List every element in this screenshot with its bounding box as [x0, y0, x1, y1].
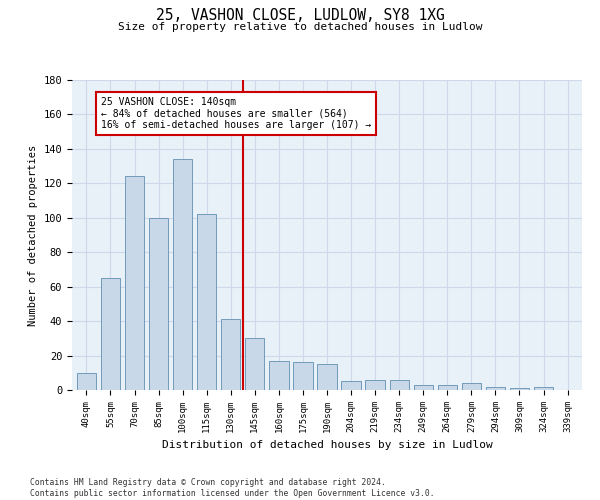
Bar: [149, 218, 168, 390]
Bar: [389, 380, 409, 390]
Bar: [341, 382, 361, 390]
Bar: [77, 373, 96, 390]
Bar: [173, 159, 192, 390]
Bar: [197, 214, 217, 390]
Text: Size of property relative to detached houses in Ludlow: Size of property relative to detached ho…: [118, 22, 482, 32]
Bar: [413, 385, 433, 390]
Text: Contains HM Land Registry data © Crown copyright and database right 2024.
Contai: Contains HM Land Registry data © Crown c…: [30, 478, 434, 498]
Bar: [101, 278, 120, 390]
Bar: [437, 385, 457, 390]
Bar: [125, 176, 144, 390]
Bar: [245, 338, 265, 390]
Bar: [365, 380, 385, 390]
Bar: [317, 364, 337, 390]
Bar: [221, 320, 241, 390]
Bar: [510, 388, 529, 390]
Text: 25, VASHON CLOSE, LUDLOW, SY8 1XG: 25, VASHON CLOSE, LUDLOW, SY8 1XG: [155, 8, 445, 22]
Bar: [534, 386, 553, 390]
Text: Distribution of detached houses by size in Ludlow: Distribution of detached houses by size …: [161, 440, 493, 450]
Bar: [293, 362, 313, 390]
Y-axis label: Number of detached properties: Number of detached properties: [28, 144, 38, 326]
Bar: [486, 386, 505, 390]
Bar: [269, 360, 289, 390]
Text: 25 VASHON CLOSE: 140sqm
← 84% of detached houses are smaller (564)
16% of semi-d: 25 VASHON CLOSE: 140sqm ← 84% of detache…: [101, 97, 371, 130]
Bar: [462, 383, 481, 390]
